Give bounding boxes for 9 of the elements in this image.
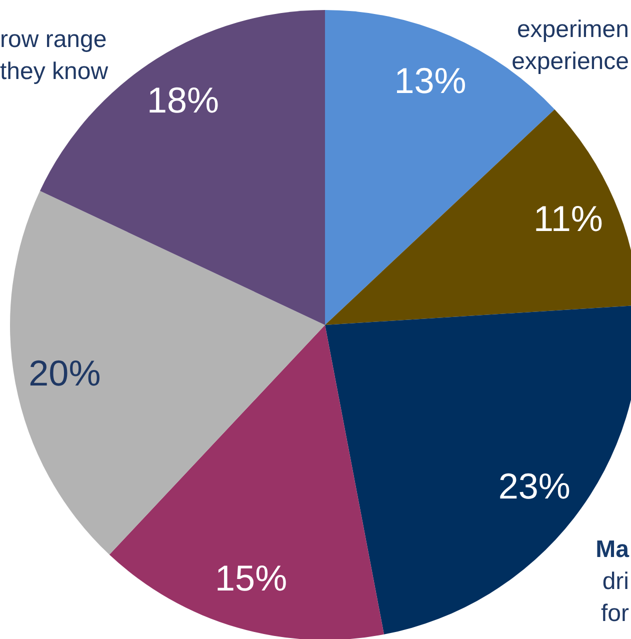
data-label: 23% — [498, 465, 570, 506]
data-label: 15% — [215, 557, 288, 598]
text: experimen experience — [512, 16, 629, 75]
text: row range they know — [0, 26, 109, 85]
data-label: 20% — [28, 352, 101, 394]
data-label: 11% — [534, 198, 603, 239]
data-label: 18% — [146, 79, 220, 120]
data-label: 13% — [394, 60, 466, 101]
text: Ma dri for — [596, 536, 630, 627]
